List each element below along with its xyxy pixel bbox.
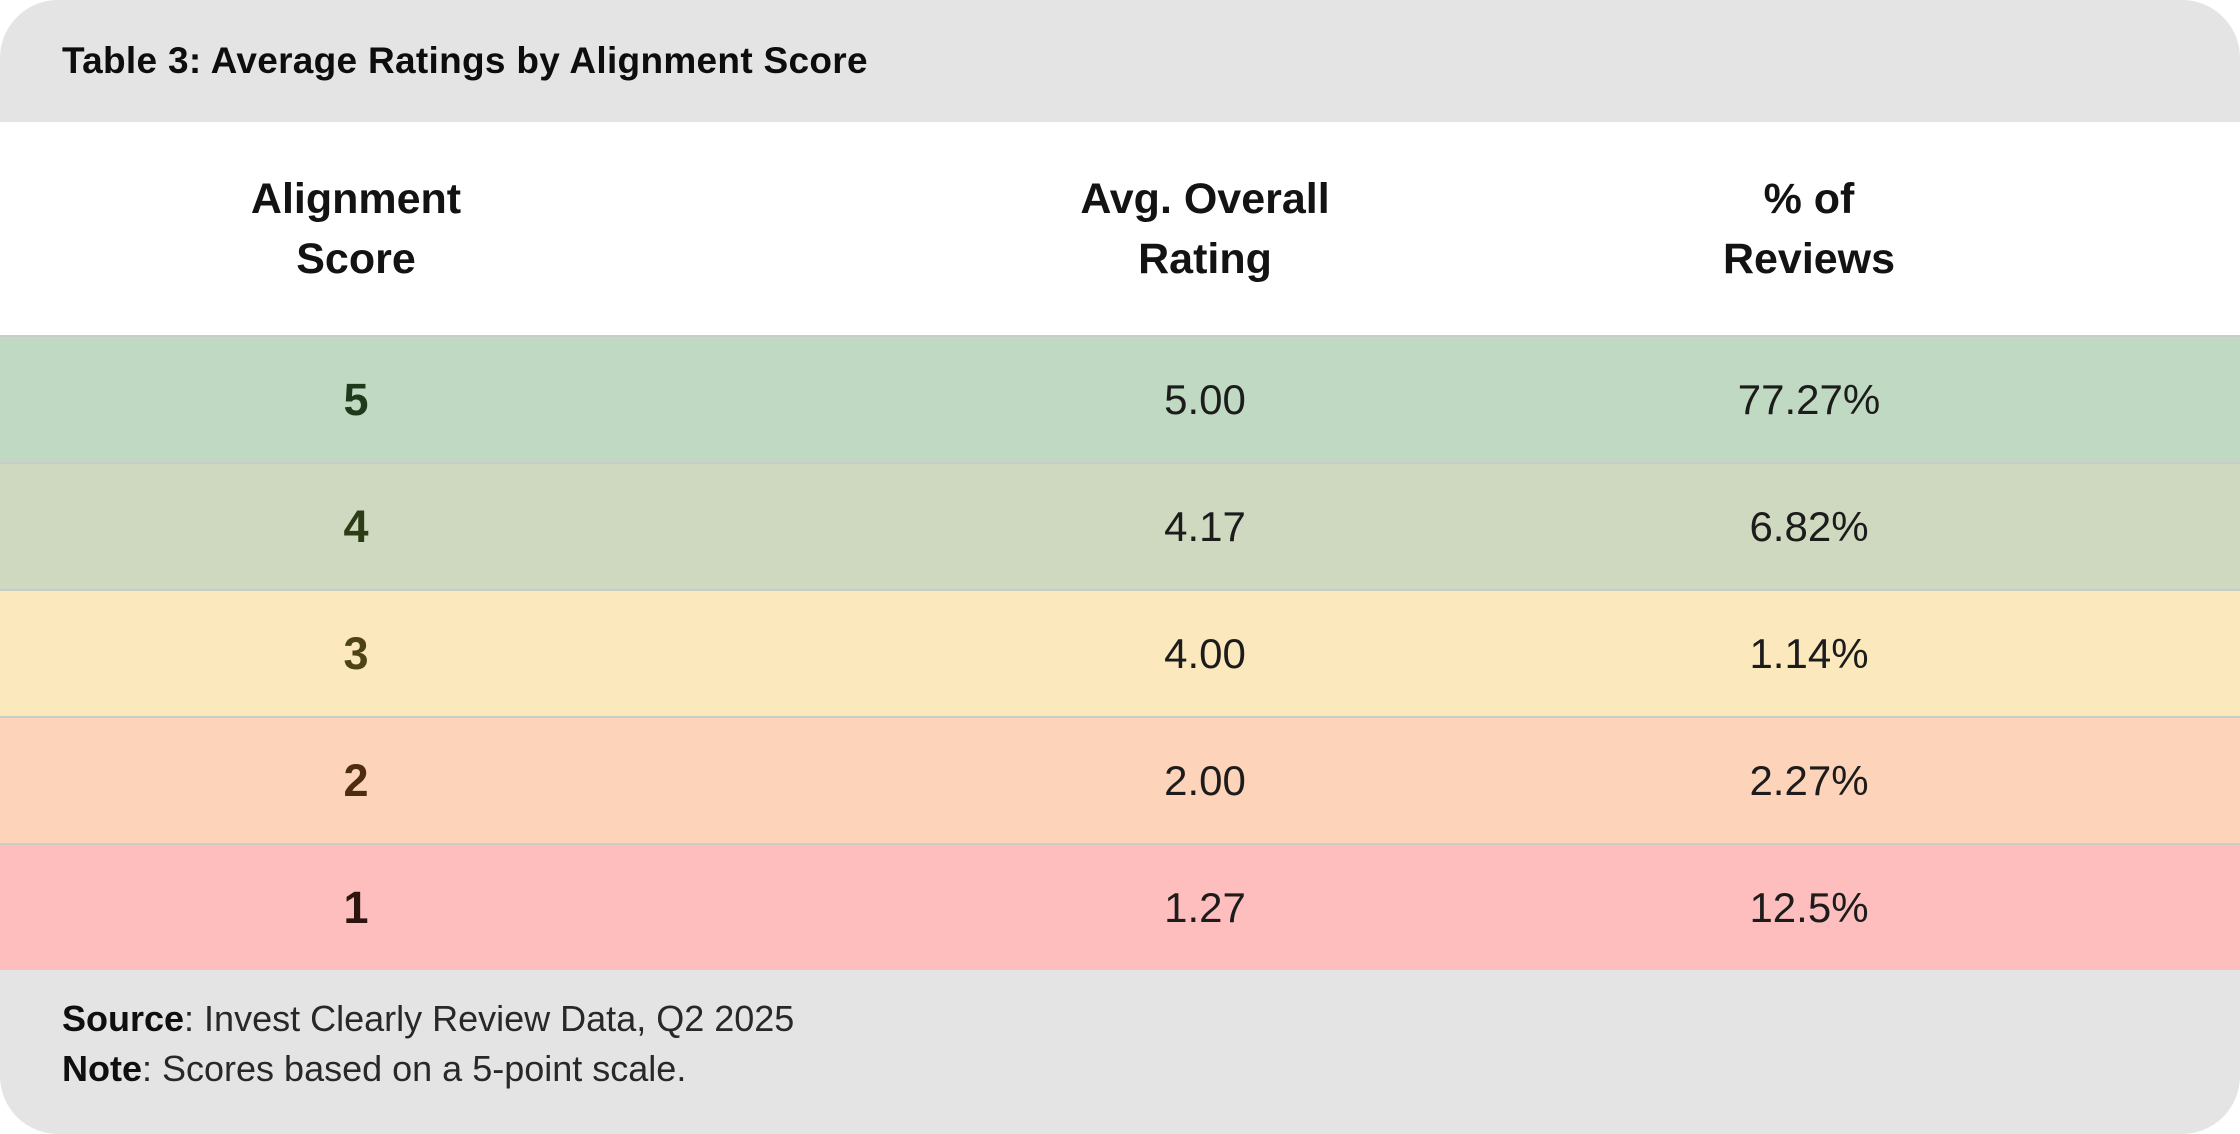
note-text: : Scores based on a 5-point scale.	[142, 1048, 687, 1089]
alignment-score-value: 3	[343, 627, 369, 679]
table-row-score-5: 5 5.00 77.27%	[0, 335, 2240, 462]
source-label: Source	[62, 998, 185, 1039]
table-title: Table 3: Average Ratings by Alignment Sc…	[62, 40, 868, 81]
pct-reviews-value: 12.5%	[1749, 883, 1869, 931]
avg-rating-value: 4.00	[1164, 629, 1246, 677]
table-row-score-2: 2 2.00 2.27%	[0, 716, 2240, 843]
column-header-line: Score	[296, 234, 416, 283]
column-header-line: Avg. Overall	[1080, 174, 1330, 223]
column-header-line: Rating	[1138, 234, 1272, 283]
column-header-avg-overall-rating: Avg. Overall Rating	[712, 169, 1698, 289]
avg-rating-value: 5.00	[1164, 375, 1246, 423]
pct-reviews-value: 77.27%	[1737, 375, 1881, 423]
avg-rating-value: 4.17	[1164, 502, 1246, 550]
avg-rating-value: 1.27	[1164, 883, 1246, 931]
table-row-score-3: 3 4.00 1.14%	[0, 589, 2240, 716]
alignment-score-value: 2	[343, 754, 369, 806]
source-text: : Invest Clearly Review Data, Q2 2025	[184, 998, 795, 1039]
column-header-alignment-score: Alignment Score	[0, 169, 712, 289]
table-row-score-1: 1 1.27 12.5%	[0, 843, 2240, 970]
pct-reviews-value: 6.82%	[1749, 502, 1869, 550]
table-header-row: Alignment Score Avg. Overall Rating % of…	[0, 122, 2240, 335]
column-header-line: Alignment	[250, 174, 462, 223]
source-line: Source: Invest Clearly Review Data, Q2 2…	[62, 994, 2178, 1044]
column-header-pct-of-reviews: % of Reviews	[1698, 169, 2240, 289]
table-title-band: Table 3: Average Ratings by Alignment Sc…	[0, 0, 2240, 122]
alignment-score-value: 4	[343, 500, 369, 552]
avg-rating-value: 2.00	[1164, 756, 1246, 804]
pct-reviews-value: 1.14%	[1749, 629, 1869, 677]
column-header-line: % of	[1763, 174, 1855, 223]
column-header-line: Reviews	[1722, 234, 1896, 283]
pct-reviews-value: 2.27%	[1749, 756, 1869, 804]
note-label: Note	[62, 1048, 142, 1089]
alignment-score-value: 5	[343, 373, 369, 425]
alignment-score-value: 1	[343, 881, 369, 933]
note-line: Note: Scores based on a 5-point scale.	[62, 1044, 2178, 1094]
table-row-score-4: 4 4.17 6.82%	[0, 462, 2240, 589]
table-footnote: Source: Invest Clearly Review Data, Q2 2…	[0, 970, 2240, 1134]
